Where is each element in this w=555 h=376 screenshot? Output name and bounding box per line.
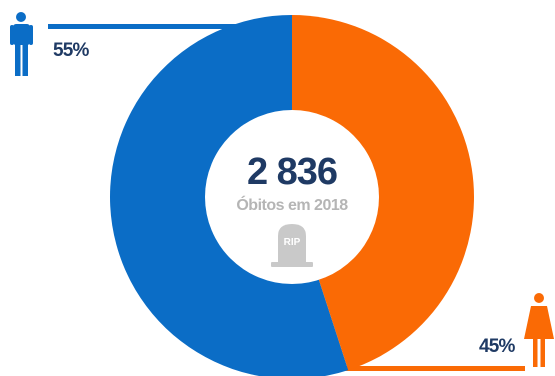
leader-line-women [345,366,525,371]
man-icon [10,12,33,76]
tombstone-icon: RIP [271,224,313,267]
men-percent-label: 55% [53,40,90,61]
leader-line-men [48,24,294,29]
woman-icon [524,293,554,367]
total-subtitle: Óbitos em 2018 [236,195,348,214]
women-percent-label: 45% [479,336,516,357]
tombstone-label: RIP [284,237,301,248]
slice-women [292,15,475,371]
total-value: 2 836 [247,151,337,193]
donut-hole [205,110,379,284]
